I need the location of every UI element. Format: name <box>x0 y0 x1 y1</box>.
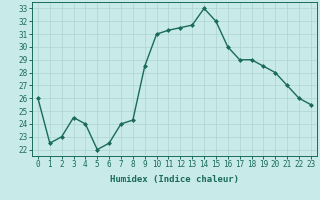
X-axis label: Humidex (Indice chaleur): Humidex (Indice chaleur) <box>110 175 239 184</box>
